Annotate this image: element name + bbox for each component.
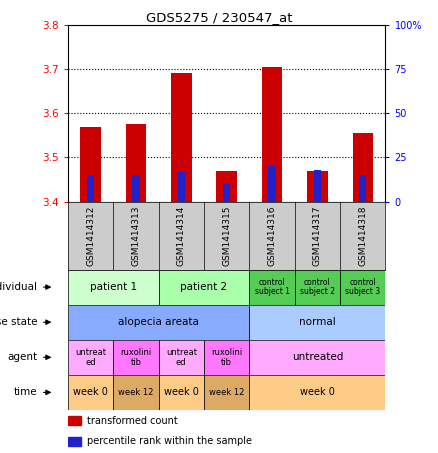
- Text: control
subject 1: control subject 1: [254, 278, 290, 296]
- Bar: [68, 304, 249, 340]
- Text: week 0: week 0: [164, 387, 199, 397]
- Bar: [132, 175, 140, 202]
- Bar: [159, 375, 204, 410]
- Bar: [249, 375, 385, 410]
- Text: GDS5275 / 230547_at: GDS5275 / 230547_at: [146, 11, 292, 24]
- Bar: [262, 67, 282, 202]
- Bar: [80, 126, 101, 202]
- Bar: [113, 375, 159, 410]
- Bar: [68, 416, 81, 425]
- Text: percentile rank within the sample: percentile rank within the sample: [87, 436, 252, 446]
- Text: GSM1414313: GSM1414313: [131, 205, 141, 266]
- Text: alopecia areata: alopecia areata: [118, 317, 199, 327]
- Text: agent: agent: [7, 352, 37, 362]
- Text: normal: normal: [299, 317, 336, 327]
- Bar: [268, 166, 276, 202]
- Bar: [68, 340, 113, 375]
- Bar: [307, 171, 328, 202]
- Text: week 0: week 0: [73, 387, 108, 397]
- Text: untreat
ed: untreat ed: [166, 348, 197, 366]
- Text: GSM1414314: GSM1414314: [177, 205, 186, 266]
- Bar: [340, 270, 385, 304]
- Text: GSM1414316: GSM1414316: [268, 205, 276, 266]
- Text: week 12: week 12: [209, 388, 244, 397]
- Text: disease state: disease state: [0, 317, 37, 327]
- Bar: [68, 437, 81, 446]
- Text: GSM1414317: GSM1414317: [313, 205, 322, 266]
- Text: ruxolini
tib: ruxolini tib: [211, 348, 242, 366]
- Text: week 0: week 0: [300, 387, 335, 397]
- Text: control
subject 3: control subject 3: [345, 278, 380, 296]
- Text: time: time: [14, 387, 37, 397]
- Bar: [68, 375, 113, 410]
- Bar: [249, 270, 295, 304]
- Text: patient 1: patient 1: [90, 282, 137, 292]
- Text: transformed count: transformed count: [87, 416, 178, 426]
- Text: untreat
ed: untreat ed: [75, 348, 106, 366]
- Text: patient 2: patient 2: [180, 282, 228, 292]
- Bar: [216, 171, 237, 202]
- Bar: [204, 340, 249, 375]
- Bar: [171, 73, 191, 202]
- Bar: [314, 170, 321, 202]
- Bar: [249, 340, 385, 375]
- Bar: [295, 270, 340, 304]
- Bar: [249, 304, 385, 340]
- Bar: [359, 175, 366, 202]
- Bar: [126, 124, 146, 202]
- Bar: [159, 340, 204, 375]
- Bar: [178, 172, 185, 202]
- Text: ruxolini
tib: ruxolini tib: [120, 348, 152, 366]
- Bar: [113, 340, 159, 375]
- Text: week 12: week 12: [118, 388, 154, 397]
- Bar: [204, 375, 249, 410]
- Text: GSM1414318: GSM1414318: [358, 205, 367, 266]
- Text: control
subject 2: control subject 2: [300, 278, 335, 296]
- Text: untreated: untreated: [292, 352, 343, 362]
- Bar: [353, 133, 373, 202]
- Bar: [159, 270, 249, 304]
- Bar: [68, 270, 159, 304]
- Bar: [87, 175, 94, 202]
- Bar: [223, 184, 230, 202]
- Text: GSM1414312: GSM1414312: [86, 205, 95, 266]
- Text: GSM1414315: GSM1414315: [222, 205, 231, 266]
- Text: individual: individual: [0, 282, 37, 292]
